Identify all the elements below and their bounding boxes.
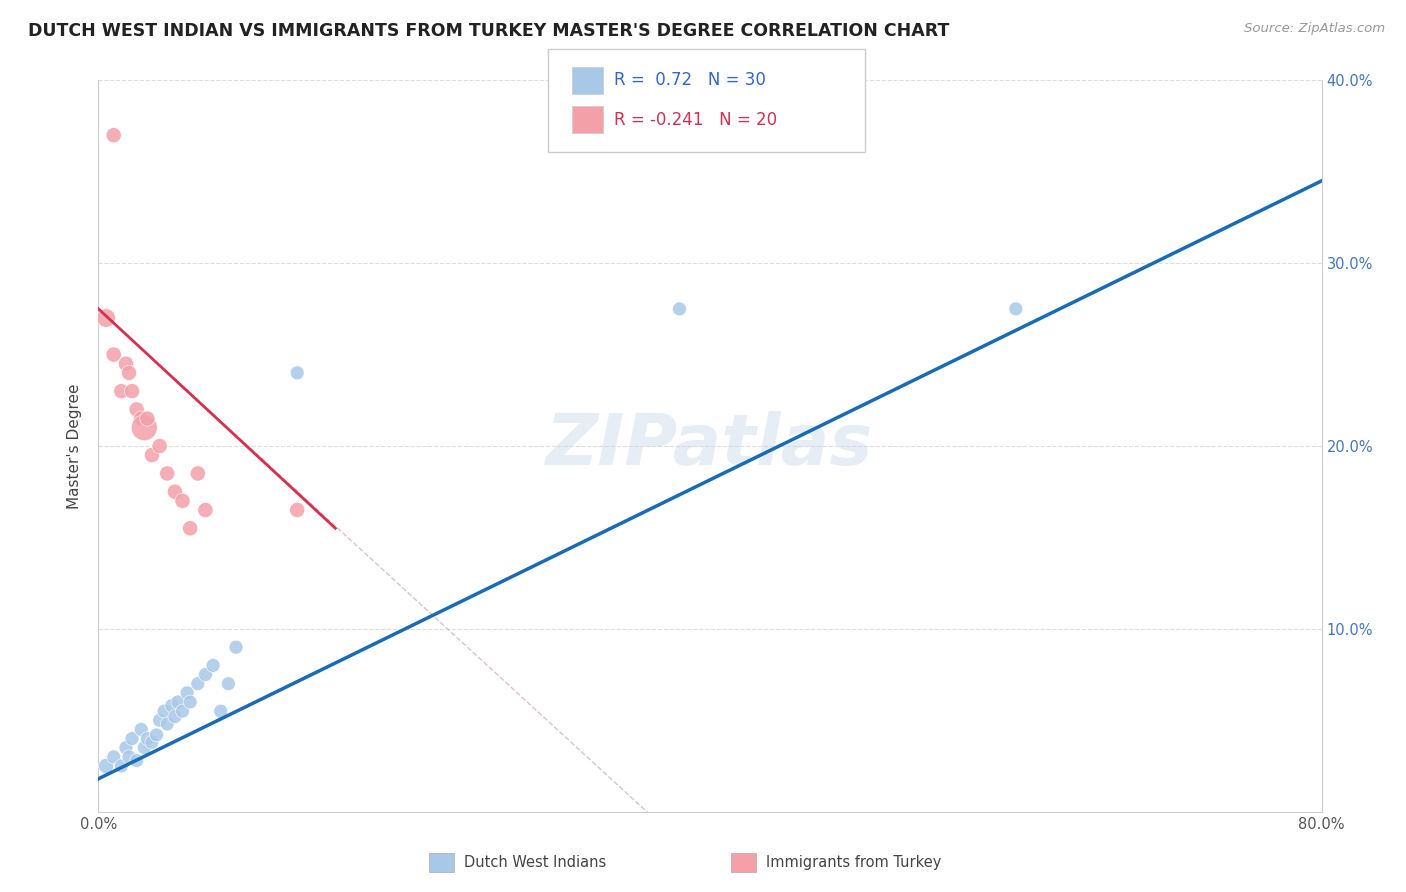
Point bbox=[103, 128, 125, 143]
Point bbox=[163, 484, 186, 499]
Point bbox=[194, 503, 217, 517]
Point bbox=[187, 676, 209, 690]
Point bbox=[179, 521, 201, 535]
Point bbox=[217, 676, 239, 690]
Point bbox=[134, 740, 156, 755]
Point bbox=[285, 366, 308, 380]
Point bbox=[115, 357, 138, 371]
Point bbox=[156, 717, 179, 731]
Point bbox=[163, 709, 186, 723]
Point bbox=[103, 348, 125, 362]
Point bbox=[103, 749, 125, 764]
Point bbox=[156, 467, 179, 481]
Text: R =  0.72   N = 30: R = 0.72 N = 30 bbox=[614, 71, 766, 89]
Point bbox=[153, 704, 176, 718]
Text: DUTCH WEST INDIAN VS IMMIGRANTS FROM TURKEY MASTER'S DEGREE CORRELATION CHART: DUTCH WEST INDIAN VS IMMIGRANTS FROM TUR… bbox=[28, 22, 949, 40]
Point bbox=[110, 384, 132, 399]
Point bbox=[141, 735, 163, 749]
Point bbox=[172, 704, 194, 718]
Point bbox=[194, 667, 217, 681]
Point bbox=[179, 695, 201, 709]
Point bbox=[176, 686, 198, 700]
Text: Immigrants from Turkey: Immigrants from Turkey bbox=[766, 855, 942, 870]
Point bbox=[145, 728, 167, 742]
Point bbox=[115, 740, 138, 755]
Point bbox=[668, 301, 690, 316]
Point bbox=[172, 493, 194, 508]
Point bbox=[129, 411, 152, 425]
Point bbox=[202, 658, 225, 673]
Point bbox=[118, 749, 141, 764]
Point bbox=[134, 421, 156, 435]
Point bbox=[141, 448, 163, 462]
Point bbox=[187, 467, 209, 481]
Point bbox=[94, 311, 117, 326]
Point bbox=[285, 503, 308, 517]
Point bbox=[121, 384, 143, 399]
Point bbox=[225, 640, 247, 655]
Y-axis label: Master's Degree: Master's Degree bbox=[67, 384, 83, 508]
Point bbox=[149, 439, 172, 453]
Text: ZIPatlas: ZIPatlas bbox=[547, 411, 873, 481]
Point bbox=[129, 723, 152, 737]
Point bbox=[136, 411, 159, 425]
Point bbox=[94, 759, 117, 773]
Point bbox=[110, 759, 132, 773]
Text: R = -0.241   N = 20: R = -0.241 N = 20 bbox=[614, 111, 778, 128]
Point bbox=[160, 698, 183, 713]
Text: Dutch West Indians: Dutch West Indians bbox=[464, 855, 606, 870]
Point bbox=[125, 754, 148, 768]
Point bbox=[209, 704, 232, 718]
Point bbox=[136, 731, 159, 746]
Point bbox=[125, 402, 148, 417]
Point bbox=[149, 714, 172, 728]
Point bbox=[118, 366, 141, 380]
Point bbox=[121, 731, 143, 746]
Point bbox=[1004, 301, 1026, 316]
Point bbox=[167, 695, 190, 709]
Text: Source: ZipAtlas.com: Source: ZipAtlas.com bbox=[1244, 22, 1385, 36]
